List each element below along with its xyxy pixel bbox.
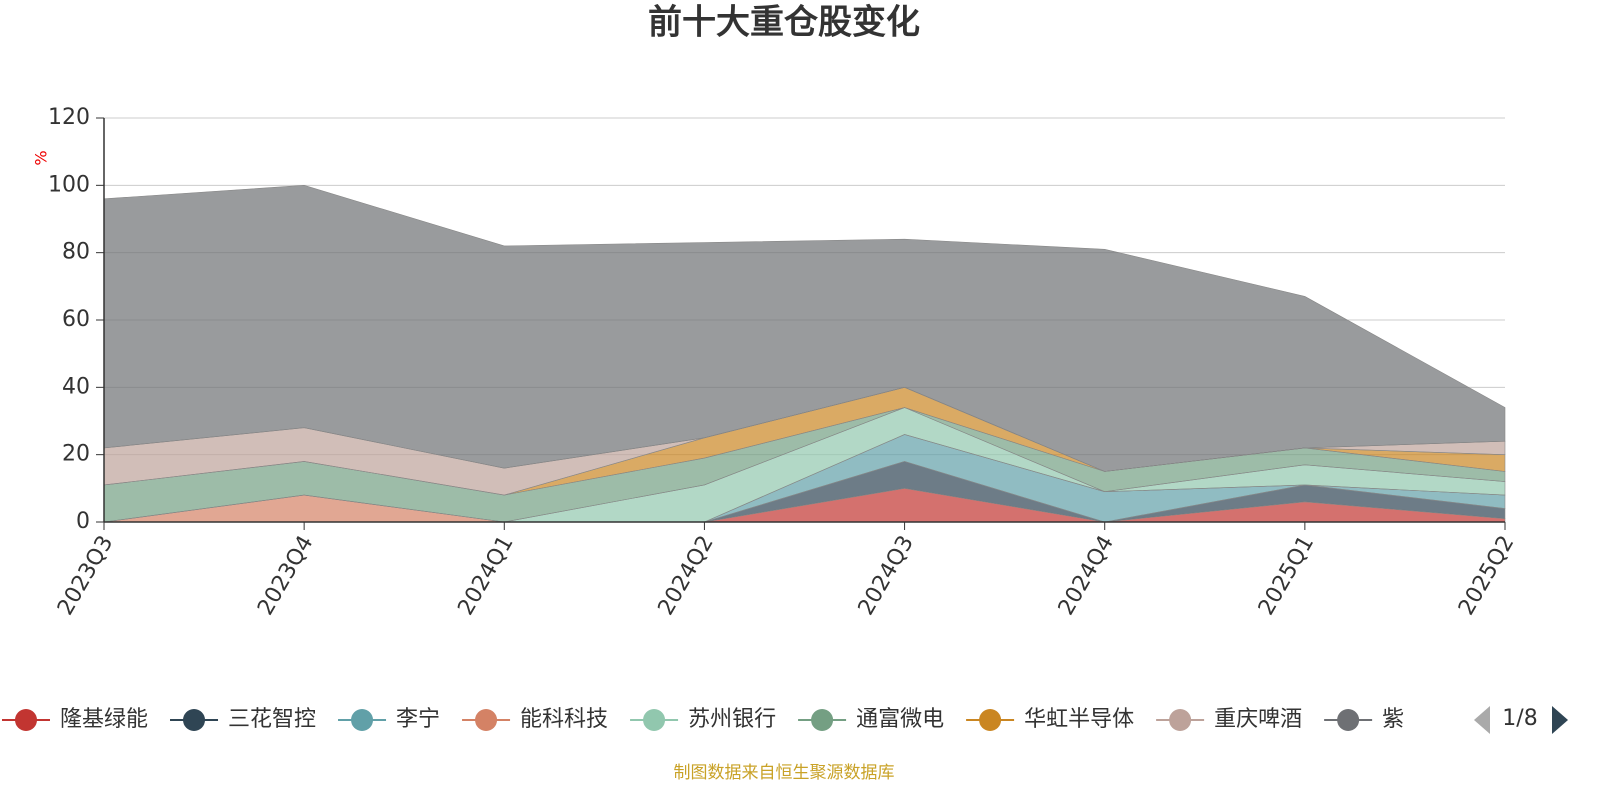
legend-marker — [979, 709, 1002, 731]
legend-marker — [15, 709, 37, 731]
legend-prev[interactable] — [1474, 706, 1490, 734]
legend-item[interactable]: 华虹半导体 — [966, 707, 1134, 732]
source-note: 制图数据来自恒生聚源数据库 — [674, 763, 895, 783]
legend-item[interactable]: 通富微电 — [798, 707, 944, 732]
legend-item[interactable]: 能科科技 — [462, 707, 608, 732]
legend-marker — [643, 709, 666, 731]
legend-marker — [1337, 709, 1360, 731]
legend-label: 隆基绿能 — [60, 707, 148, 732]
legend-label: 华虹半导体 — [1024, 707, 1134, 732]
legend-item[interactable]: 紫 — [1324, 707, 1404, 732]
legend-marker — [475, 709, 498, 731]
x-tick-label: 2023Q4 — [253, 532, 318, 620]
legend-item[interactable]: 重庆啤酒 — [1156, 707, 1302, 732]
y-tick-label: 40 — [62, 374, 90, 399]
legend-marker — [811, 709, 834, 731]
legend: 隆基绿能 三花智控 李宁 能科科技 苏州银行 通富微电 华虹半导体 重庆啤酒 紫 — [2, 707, 1404, 732]
legend-item[interactable]: 隆基绿能 — [2, 707, 148, 732]
x-tick-label: 2024Q4 — [1054, 532, 1119, 620]
x-tick-label: 2024Q1 — [453, 532, 518, 620]
legend-label: 三花智控 — [228, 707, 316, 732]
area — [103, 185, 1506, 472]
chart-title: 前十大重仓股变化 — [648, 3, 920, 43]
legend-page: 1/8 — [1502, 706, 1537, 731]
y-tick-label: 80 — [62, 240, 90, 265]
y-tick-label: 0 — [76, 509, 90, 534]
legend-label: 能科科技 — [520, 707, 608, 732]
legend-label: 苏州银行 — [688, 707, 776, 732]
x-tick-label: 2024Q3 — [854, 532, 919, 620]
legend-item[interactable]: 三花智控 — [170, 707, 316, 732]
y-tick-label: 20 — [62, 442, 90, 467]
legend-item[interactable]: 苏州银行 — [630, 707, 776, 732]
y-tick-label: 120 — [48, 105, 90, 130]
legend-next[interactable] — [1552, 706, 1568, 734]
legend-label: 通富微电 — [856, 707, 944, 732]
x-tick-label: 2023Q3 — [53, 532, 118, 620]
y-tick-label: 60 — [62, 307, 90, 332]
x-tick-label: 2024Q2 — [654, 532, 719, 620]
x-tick-label: 2025Q2 — [1454, 532, 1519, 620]
y-tick-label: 100 — [48, 172, 90, 197]
legend-item[interactable]: 李宁 — [338, 707, 440, 732]
legend-label: 李宁 — [396, 707, 440, 732]
legend-label: 重庆啤酒 — [1214, 707, 1302, 732]
y-axis-label: % — [32, 150, 51, 165]
x-tick-label: 2025Q1 — [1254, 532, 1319, 620]
legend-marker — [1169, 709, 1192, 731]
legend-label: 紫 — [1382, 707, 1404, 732]
legend-marker — [351, 709, 374, 731]
legend-marker — [183, 709, 206, 731]
